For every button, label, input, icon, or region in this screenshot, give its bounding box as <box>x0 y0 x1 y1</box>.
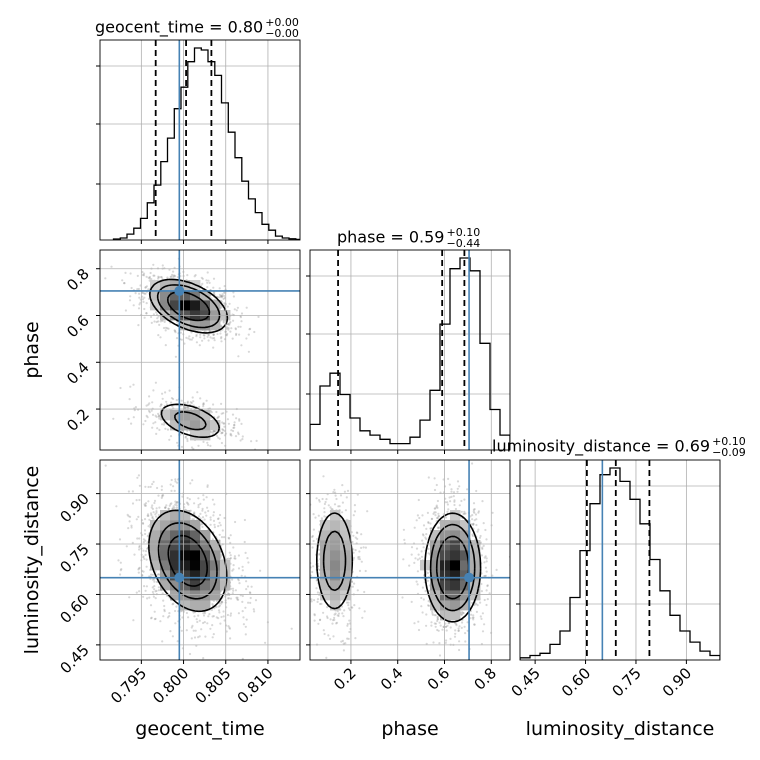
x-tick-label-luminosity-distance: 0.45 <box>508 664 544 700</box>
panel-frame-2-0 <box>99 459 301 661</box>
marginal-geocent-time <box>112 40 300 240</box>
truth-marker <box>464 572 475 583</box>
joint-panel-luminosity-distance-vs-geocent-time <box>104 464 293 660</box>
grid-1-1 <box>310 250 510 450</box>
truth-2-0 <box>100 460 300 660</box>
contour-level-2-phase-vs-geocent-time <box>156 284 221 431</box>
x-tick-label-luminosity-distance: 0.90 <box>659 664 695 700</box>
y-tick-label-luminosity-distance: 0.90 <box>56 490 92 526</box>
title-luminosity-distance: luminosity_distance = 0.69 +0.10 −0.09 <box>492 436 746 458</box>
ticks-1-1 <box>306 275 492 454</box>
x-axis-label-phase: phase <box>381 718 438 740</box>
title-phase-sup: +0.10 <box>446 226 481 239</box>
x-tick-label-phase: 0.8 <box>471 664 501 694</box>
truth-1-0 <box>100 250 300 450</box>
x-tick-label-geocent-time: 0.810 <box>234 664 277 707</box>
x-tick-label-phase: 0.2 <box>330 664 360 694</box>
y-tick-label-phase: 0.2 <box>63 405 93 435</box>
title-geocent-time-sub: −0.00 <box>265 27 299 40</box>
contour-level-1-luminosity-distance-vs-geocent-time <box>167 534 208 587</box>
contours-phase-vs-geocent-time <box>149 278 229 438</box>
histogram-phase <box>310 257 510 450</box>
panel-frame-2-2 <box>519 459 721 661</box>
x-tick-label-phase: 0.6 <box>424 664 454 694</box>
ticks-1-0 <box>96 268 269 454</box>
grid-2-0 <box>100 460 300 660</box>
grid-2-2 <box>520 460 720 660</box>
y-tick-label-luminosity-distance: 0.45 <box>56 641 92 677</box>
truth-marker <box>174 572 185 583</box>
ticks-2-2 <box>516 485 687 664</box>
histogram-geocent-time <box>112 47 300 240</box>
x-tick-label-geocent-time: 0.805 <box>191 664 234 707</box>
y-tick-label-phase: 0.6 <box>63 312 93 342</box>
x-tick-label-geocent-time: 0.800 <box>149 664 192 707</box>
y-axis-label-phase: phase <box>21 321 43 378</box>
ticks-0-0 <box>96 65 269 244</box>
ticks-2-0 <box>96 493 269 664</box>
title-luminosity-distance-sub: −0.09 <box>712 446 746 459</box>
y-tick-label-luminosity-distance: 0.75 <box>56 540 92 576</box>
x-axis-label-geocent-time: geocent_time <box>135 718 264 740</box>
y-tick-label-phase: 0.8 <box>63 265 93 295</box>
title-luminosity-distance-sup: +0.10 <box>712 435 746 448</box>
panel-frame-2-1 <box>309 459 511 661</box>
plot-layer <box>100 40 720 660</box>
contour-level-3-phase-vs-geocent-time <box>149 278 229 438</box>
x-axis-label-luminosity-distance: luminosity_distance <box>526 718 715 740</box>
density-cells-luminosity-distance-vs-phase <box>320 510 481 621</box>
x-tick-label-phase: 0.4 <box>377 664 407 694</box>
title-geocent-time-sup: +0.00 <box>265 16 299 29</box>
title-geocent-time-text: geocent_time = 0.80 <box>95 17 264 37</box>
joint-panel-luminosity-distance-vs-phase <box>310 462 510 660</box>
x-tick-label-geocent-time: 0.795 <box>107 664 150 707</box>
marginal-phase <box>310 250 510 450</box>
grid-2-1 <box>310 460 510 660</box>
contour-level-2-luminosity-distance-vs-geocent-time <box>157 522 218 600</box>
panel-frame-0-0 <box>99 39 301 241</box>
title-geocent-time-errors: +0.00 −0.00 <box>265 17 299 39</box>
grid-1-0 <box>100 250 300 450</box>
title-geocent-time: geocent_time = 0.80 +0.00 −0.00 <box>95 17 299 39</box>
y-tick-label-luminosity-distance: 0.60 <box>56 591 92 627</box>
y-axis-label-luminosity-distance: luminosity_distance <box>21 466 43 655</box>
title-luminosity-distance-text: luminosity_distance = 0.69 <box>492 436 711 456</box>
truth-marker <box>174 285 185 296</box>
title-phase-errors: +0.10 −0.44 <box>446 227 480 249</box>
contour-level-3-luminosity-distance-vs-geocent-time <box>148 509 228 613</box>
contours-luminosity-distance-vs-phase <box>316 512 482 623</box>
title-phase: phase = 0.59 +0.10 −0.44 <box>337 227 480 249</box>
truth-2-1 <box>310 460 510 660</box>
grid-0-0 <box>100 40 300 240</box>
y-tick-label-phase: 0.4 <box>63 358 93 388</box>
x-tick-label-luminosity-distance: 0.75 <box>608 664 644 700</box>
x-tick-label-luminosity-distance: 0.60 <box>558 664 594 700</box>
frames-layer <box>99 39 721 661</box>
panel-frame-1-0 <box>99 249 301 451</box>
contour-level-3-luminosity-distance-vs-phase <box>316 512 482 623</box>
histogram-luminosity-distance <box>520 467 720 660</box>
grid-layer <box>100 40 720 660</box>
title-phase-sub: −0.44 <box>446 237 481 250</box>
title-phase-text: phase = 0.59 <box>337 227 445 247</box>
panel-frame-1-1 <box>309 249 511 451</box>
contours-luminosity-distance-vs-geocent-time <box>148 509 228 613</box>
marginal-luminosity-distance <box>520 460 720 660</box>
ticks-2-1 <box>306 493 492 664</box>
title-luminosity-distance-errors: +0.10 −0.09 <box>712 436 746 458</box>
axis-labels-layer: geocent_time phase luminosity_distance p… <box>21 321 714 740</box>
